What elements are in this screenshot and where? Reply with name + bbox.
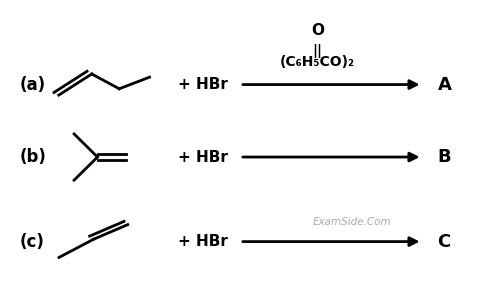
Text: (C₆H₅CO)₂: (C₆H₅CO)₂ xyxy=(280,55,355,69)
Text: + HBr: + HBr xyxy=(178,234,228,249)
Text: C: C xyxy=(438,233,451,251)
Text: ExamSide.Com: ExamSide.Com xyxy=(313,217,392,227)
Text: (a): (a) xyxy=(20,76,46,94)
Text: + HBr: + HBr xyxy=(178,77,228,92)
Text: (c): (c) xyxy=(20,233,45,251)
Text: (b): (b) xyxy=(20,148,47,166)
Text: O: O xyxy=(311,23,324,38)
Text: A: A xyxy=(438,76,452,94)
Text: ||: || xyxy=(312,44,322,58)
Text: + HBr: + HBr xyxy=(178,149,228,165)
Text: B: B xyxy=(438,148,451,166)
